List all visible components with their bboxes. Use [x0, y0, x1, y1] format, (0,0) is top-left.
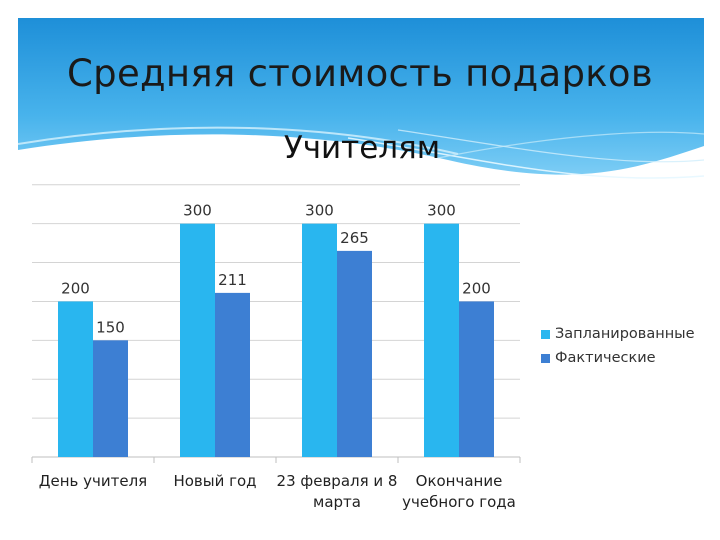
legend-item-planned: Запланированные — [541, 322, 716, 346]
chart-subtitle: Учителям — [283, 130, 441, 166]
data-label: 200 — [61, 279, 90, 297]
legend-label-actual: Фактические — [555, 350, 656, 366]
legend-item-actual: Фактические — [541, 346, 716, 370]
data-label: 200 — [462, 279, 491, 297]
bar — [459, 301, 494, 457]
data-label: 265 — [340, 229, 369, 247]
data-label: 300 — [427, 202, 456, 220]
data-label: 150 — [96, 318, 125, 336]
title-banner — [18, 18, 704, 196]
data-label: 211 — [218, 271, 247, 289]
bar — [93, 340, 128, 457]
chart-legend: Запланированные Фактические — [541, 322, 716, 370]
legend-swatch-planned — [541, 329, 550, 339]
bar — [302, 223, 337, 457]
legend-swatch-actual — [541, 353, 550, 363]
bar — [337, 250, 372, 457]
category-label: учебного года — [402, 493, 516, 511]
data-label: 300 — [183, 202, 212, 220]
category-label: День учителя — [39, 472, 147, 490]
category-label: марта — [313, 493, 361, 511]
bar — [215, 292, 250, 457]
data-label: 300 — [305, 202, 334, 220]
bar — [424, 223, 459, 457]
category-label: 23 февраля и 8 — [277, 472, 398, 490]
category-label: Окончание — [416, 472, 503, 490]
slide-title: Средняя стоимость подарков — [67, 52, 653, 95]
category-label: Новый год — [173, 472, 256, 490]
bar — [180, 223, 215, 457]
bar — [58, 301, 93, 457]
legend-label-planned: Запланированные — [555, 326, 695, 342]
